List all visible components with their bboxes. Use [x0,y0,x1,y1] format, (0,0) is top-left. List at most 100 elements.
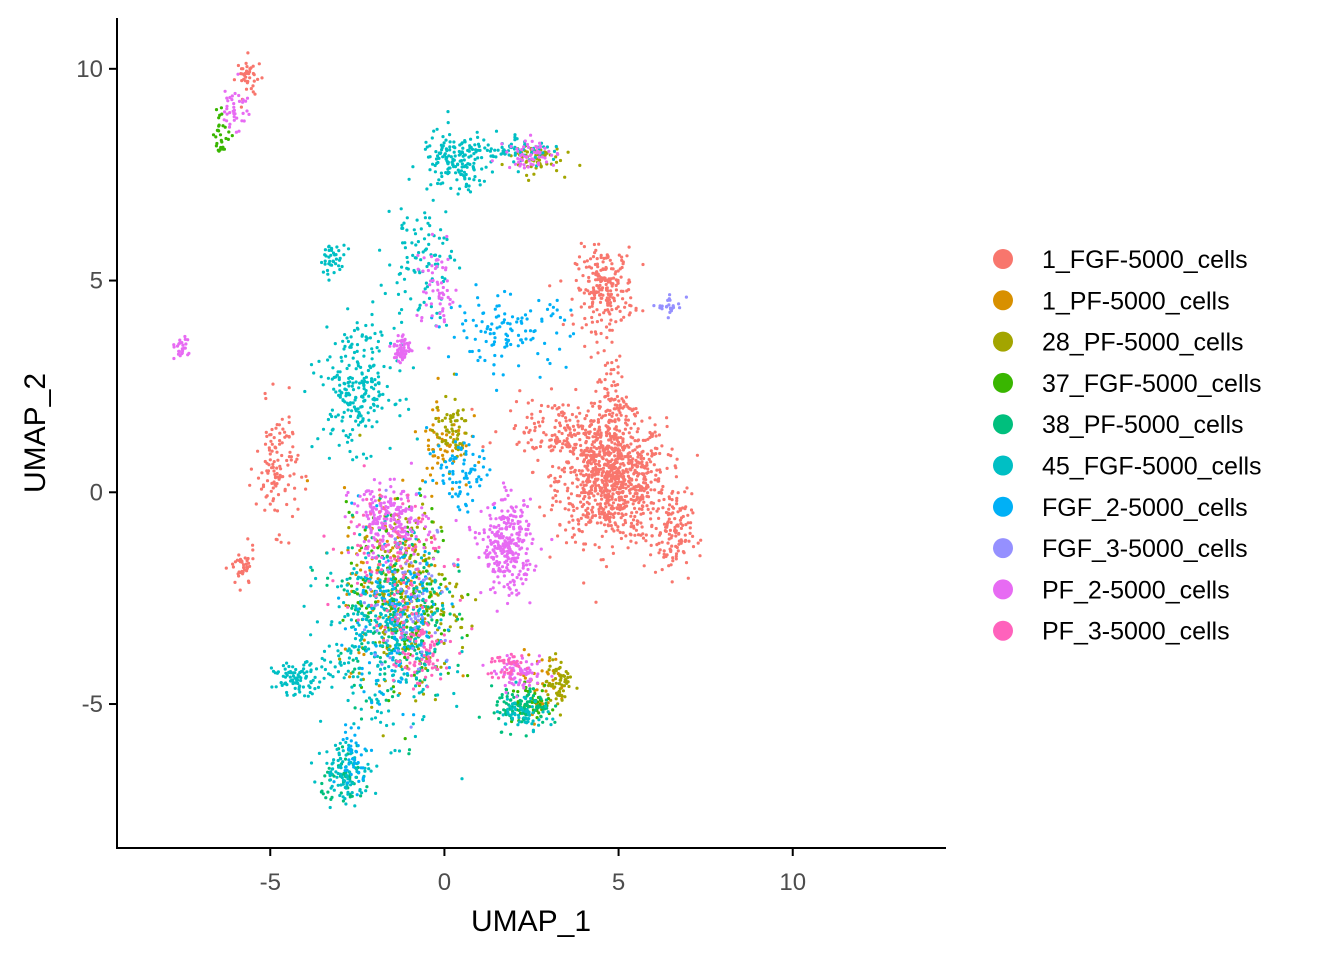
data-point [674,530,678,535]
data-point [514,560,519,564]
data-point [399,492,403,496]
data-point [627,288,631,292]
data-point [505,536,509,540]
data-point [580,491,584,495]
series-PF_2-5000_cells [172,72,560,699]
data-point [583,316,587,321]
data-point [378,393,382,397]
data-point [359,583,364,587]
data-point [528,700,532,704]
data-point [401,712,405,717]
data-point [421,502,425,506]
data-point [286,463,290,467]
data-point [371,522,375,526]
data-point [363,747,367,751]
data-point [595,320,600,324]
data-point [520,321,524,325]
data-point [493,570,497,574]
data-point [547,659,552,663]
data-point [506,568,510,572]
data-point [601,457,605,461]
data-point [515,531,519,535]
data-point [454,171,458,175]
data-point [589,457,594,461]
data-point [275,509,280,513]
data-point [684,295,689,299]
data-point [630,511,634,515]
data-point [618,485,623,489]
data-point [214,108,219,112]
data-point [489,542,493,546]
data-point [591,404,595,408]
data-point [633,506,637,510]
data-point [439,612,443,616]
data-point [412,228,416,232]
data-point [557,406,561,410]
data-point [327,244,331,248]
data-point [386,500,390,504]
data-point [381,630,385,635]
data-point [591,440,595,444]
data-point [551,678,555,682]
data-point [365,380,369,384]
data-point [503,722,507,726]
data-point [506,321,510,325]
data-point [677,532,681,536]
series-45_FGF-5000_cells [269,110,558,810]
data-point [505,542,509,546]
data-point [392,587,396,591]
data-point [435,400,439,404]
data-point [463,140,467,144]
data-point [344,391,348,396]
data-point [276,493,281,497]
data-point [330,795,334,800]
data-point [424,281,428,285]
data-point [589,290,593,294]
data-point [287,386,291,390]
data-point [445,433,449,437]
data-point [364,649,368,653]
data-point [445,465,449,469]
data-point [560,694,564,698]
data-point [497,536,502,540]
data-point [346,649,350,653]
data-point [616,449,621,453]
data-point [421,479,425,483]
data-point [392,477,396,481]
data-point [476,156,480,160]
data-point [256,449,260,453]
data-point [338,383,342,387]
data-point [365,618,369,622]
data-point [649,543,653,548]
data-point [237,574,241,578]
data-point [596,274,600,278]
data-point [319,719,323,723]
data-point [335,775,339,779]
data-point [444,147,448,151]
data-point [589,257,593,261]
data-point [356,327,360,331]
data-point [502,570,506,574]
data-point [442,236,446,240]
data-point [391,673,396,677]
data-point [504,687,508,691]
data-point [345,440,350,444]
data-point [551,708,555,712]
data-point [350,438,354,442]
data-point [596,492,600,496]
data-point [398,369,402,373]
data-point [287,435,291,439]
data-point [635,491,639,496]
data-point [361,588,365,593]
data-point [323,658,327,662]
data-point [400,265,404,269]
data-point [579,424,584,428]
data-point [629,521,634,526]
data-point [431,602,436,607]
data-point [393,537,397,541]
data-point [384,630,388,634]
data-point [488,528,492,532]
data-point [364,633,368,637]
data-point [403,642,407,646]
data-point [558,475,563,479]
